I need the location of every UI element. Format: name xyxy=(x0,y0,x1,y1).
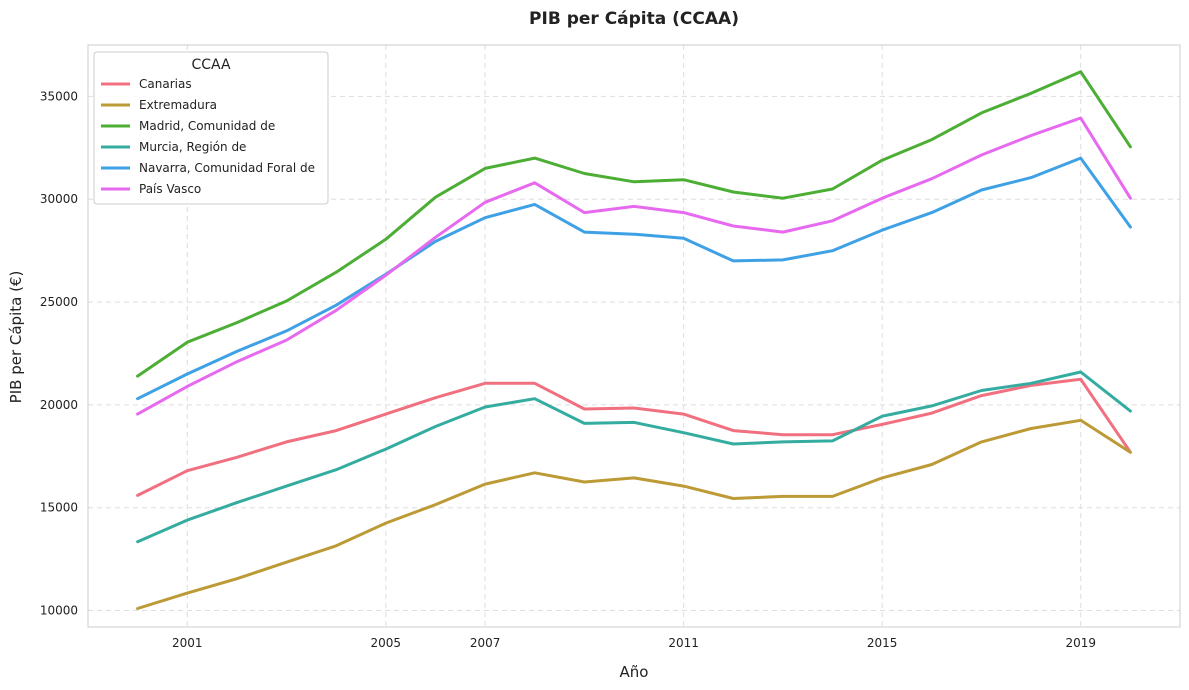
legend-label: Murcia, Región de xyxy=(139,140,246,154)
legend-label: Extremadura xyxy=(139,98,217,112)
legend-label: Canarias xyxy=(139,77,192,91)
x-tick-label: 2019 xyxy=(1065,636,1096,650)
legend-label: País Vasco xyxy=(139,182,201,196)
y-tick-label: 15000 xyxy=(40,501,78,515)
legend-items: Canarias Extremadura Madrid, Comunidad de M… xyxy=(101,77,315,196)
x-axis-label: Año xyxy=(620,663,649,681)
series-line-2 xyxy=(136,70,1132,378)
y-tick-label: 20000 xyxy=(40,398,78,412)
y-tick-label: 25000 xyxy=(40,295,78,309)
y-tick-label: 10000 xyxy=(40,604,78,618)
x-tick-label: 2001 xyxy=(172,636,203,650)
series-line-5 xyxy=(136,116,1132,416)
x-tick-label: 2011 xyxy=(668,636,699,650)
series-line-0 xyxy=(136,377,1132,497)
chart-title: PIB per Cápita (CCAA) xyxy=(529,9,739,29)
legend-title: CCAA xyxy=(191,57,231,73)
x-tick-label: 2005 xyxy=(371,636,402,650)
x-tick-label: 2007 xyxy=(470,636,501,650)
y-axis-label: PIB per Cápita (€) xyxy=(7,271,25,404)
tick-labels: 2001 2005 2007 2011 2015 2019 10000 15000 20000 2… xyxy=(40,89,1096,650)
y-tick-label: 35000 xyxy=(40,89,78,103)
series-line-3 xyxy=(136,370,1132,544)
series-line-4 xyxy=(136,156,1132,401)
legend-box xyxy=(93,51,329,205)
series-layer xyxy=(136,70,1132,610)
plot-frame xyxy=(87,44,1181,628)
x-tick-label: 2015 xyxy=(867,636,898,650)
legend: CCAA Canarias Extremadura Madrid, Comunida… xyxy=(93,51,329,205)
series-line-1 xyxy=(136,418,1132,610)
legend-label: Navarra, Comunidad Foral de xyxy=(139,161,315,175)
y-tick-label: 30000 xyxy=(40,192,78,206)
legend-label: Madrid, Comunidad de xyxy=(139,119,275,133)
